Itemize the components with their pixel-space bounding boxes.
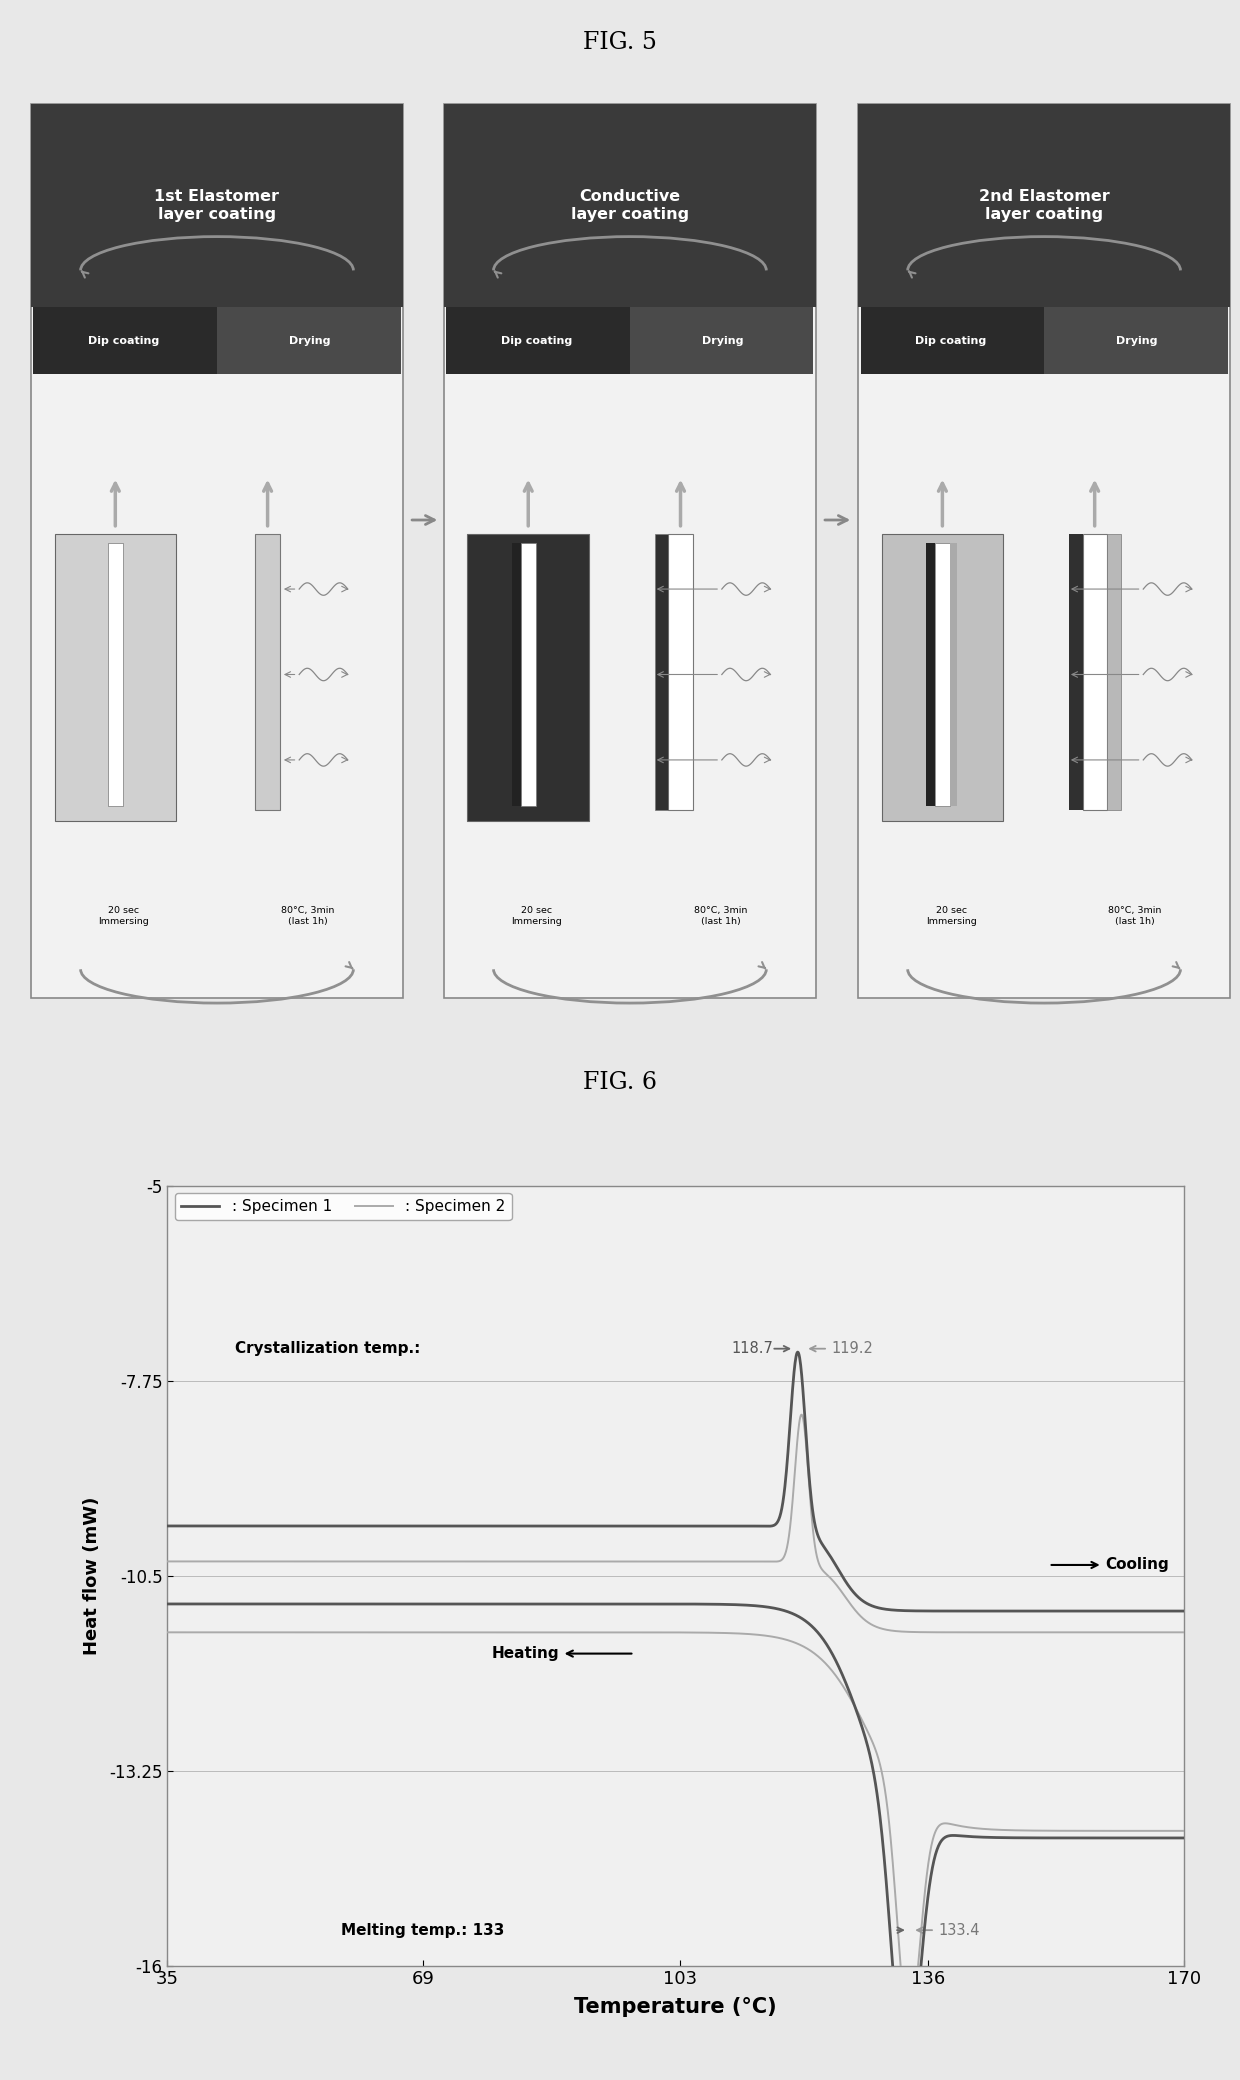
Bar <box>668 535 693 809</box>
Text: 119.2: 119.2 <box>832 1342 874 1356</box>
Text: Drying: Drying <box>702 335 744 345</box>
Text: Dip coating: Dip coating <box>915 335 987 345</box>
Bar <box>444 104 816 998</box>
Bar <box>512 543 521 807</box>
Y-axis label: Heat flow (mW): Heat flow (mW) <box>83 1496 100 1656</box>
Bar <box>31 104 403 998</box>
Bar <box>858 104 1230 306</box>
Bar <box>217 306 401 374</box>
Bar <box>1083 535 1107 809</box>
Bar <box>1044 306 1228 374</box>
Bar <box>882 535 1003 820</box>
Bar <box>55 535 176 820</box>
Text: 20 sec
Immersing: 20 sec Immersing <box>512 907 562 926</box>
Text: FIG. 6: FIG. 6 <box>583 1071 657 1094</box>
Text: Drying: Drying <box>289 335 331 345</box>
Legend: : Specimen 1, : Specimen 2: : Specimen 1, : Specimen 2 <box>175 1194 512 1221</box>
Text: Dip coating: Dip coating <box>88 335 160 345</box>
Text: Crystallization temp.:: Crystallization temp.: <box>236 1342 420 1356</box>
Bar <box>446 306 630 374</box>
Bar <box>935 543 950 807</box>
Bar <box>33 306 217 374</box>
Bar <box>858 104 1230 998</box>
Text: 80°C, 3min
(last 1h): 80°C, 3min (last 1h) <box>693 907 748 926</box>
Bar <box>521 543 536 807</box>
Bar <box>108 543 123 807</box>
Text: 80°C, 3min
(last 1h): 80°C, 3min (last 1h) <box>280 907 335 926</box>
Text: 80°C, 3min
(last 1h): 80°C, 3min (last 1h) <box>1107 907 1162 926</box>
Text: Heating: Heating <box>491 1645 631 1662</box>
Bar <box>255 535 280 809</box>
X-axis label: Temperature (°C): Temperature (°C) <box>574 1997 777 2018</box>
Bar <box>861 306 1044 374</box>
Text: 1st Elastomer
layer coating: 1st Elastomer layer coating <box>155 189 279 223</box>
Text: 2nd Elastomer
layer coating: 2nd Elastomer layer coating <box>978 189 1110 223</box>
Bar <box>1069 535 1083 809</box>
Bar <box>926 543 935 807</box>
Text: 133.4: 133.4 <box>939 1922 980 1939</box>
Text: Conductive
layer coating: Conductive layer coating <box>570 189 689 223</box>
Text: 118.7: 118.7 <box>732 1342 774 1356</box>
Text: 20 sec
Immersing: 20 sec Immersing <box>99 907 149 926</box>
Bar <box>31 104 403 306</box>
Bar <box>444 104 816 306</box>
Bar <box>1107 535 1121 809</box>
Bar <box>950 543 957 807</box>
Text: Dip coating: Dip coating <box>501 335 573 345</box>
Text: Drying: Drying <box>1116 335 1158 345</box>
Bar <box>630 306 813 374</box>
Text: FIG. 5: FIG. 5 <box>583 31 657 54</box>
Text: 20 sec
Immersing: 20 sec Immersing <box>926 907 976 926</box>
Text: Cooling: Cooling <box>1052 1558 1169 1572</box>
Bar <box>467 535 589 820</box>
Bar <box>655 535 668 809</box>
Text: Melting temp.: 133: Melting temp.: 133 <box>341 1922 503 1939</box>
